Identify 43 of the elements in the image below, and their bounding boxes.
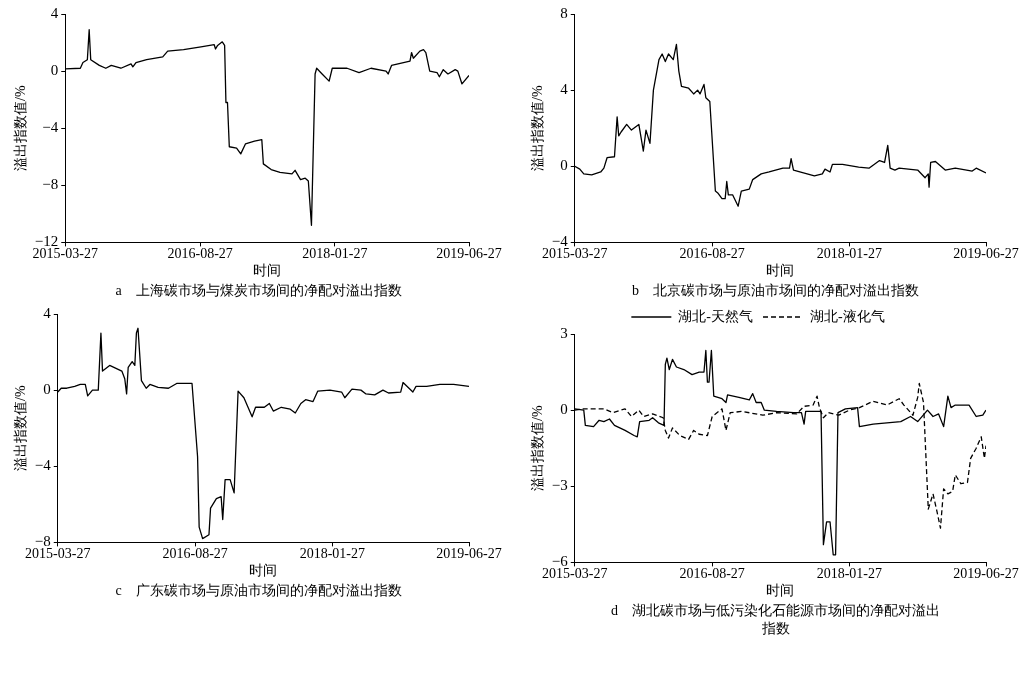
y-tick-label: −4 — [41, 119, 59, 136]
y-axis-title: 溢出指数值/% — [529, 85, 545, 171]
x-tick-label: 2019-06-27 — [435, 546, 502, 562]
x-tick-label: 2016-08-27 — [679, 566, 745, 582]
x-tick-label: 2016-08-27 — [679, 246, 745, 262]
y-tick-label: 8 — [559, 4, 568, 21]
y-tick-label: 0 — [42, 381, 51, 398]
x-axis-title: 时间 — [765, 583, 794, 599]
x-tick-label: 2019-06-27 — [952, 566, 1019, 582]
x-tick-label: 2018-01-27 — [816, 246, 882, 262]
legend-label: 湖北-液化气 — [809, 308, 885, 324]
y-tick-label: 0 — [50, 62, 58, 79]
x-tick-label: 2016-08-27 — [167, 246, 233, 262]
x-axis-title: 时间 — [765, 263, 794, 279]
y-tick-label: 4 — [559, 81, 568, 98]
y-tick-label: 3 — [559, 324, 568, 341]
y-tick-label: 0 — [559, 157, 568, 174]
x-tick-label: 2015-03-27 — [24, 546, 90, 562]
x-tick-label: 2015-03-27 — [32, 246, 98, 262]
y-tick-label: −4 — [34, 457, 51, 474]
text: c 广东碳市场与原油市场间的净配对溢出指数 — [115, 582, 402, 600]
x-axis-title: 时间 — [248, 563, 277, 579]
x-tick-label: 2015-03-27 — [541, 246, 607, 262]
y-axis-title: 溢出指数值/% — [12, 85, 28, 171]
y-axis-title: 溢出指数值/% — [529, 405, 545, 491]
y-tick-label: −8 — [41, 176, 58, 193]
x-tick-label: 2018-01-27 — [301, 246, 368, 262]
y-tick-label: −3 — [551, 477, 568, 494]
text: b 北京碳市场与原油市场间的净配对溢出指数 — [632, 282, 919, 300]
text: d 湖北碳市场与低污染化石能源市场间的净配对溢出指数 — [610, 602, 941, 638]
x-axis-title: 时间 — [252, 263, 281, 279]
text: a 上海碳市场与煤炭市场间的净配对溢出指数 — [115, 282, 402, 300]
y-axis-title: 溢出指数值/% — [12, 385, 28, 471]
y-tick-label: 4 — [42, 304, 51, 321]
x-tick-label: 2016-08-27 — [162, 546, 228, 562]
legend-label: 湖北-天然气 — [677, 308, 753, 324]
x-tick-label: 2018-01-27 — [816, 566, 882, 582]
y-tick-label: 4 — [50, 4, 59, 21]
y-tick-label: 0 — [559, 401, 568, 418]
x-tick-label: 2018-01-27 — [299, 546, 365, 562]
x-tick-label: 2015-03-27 — [541, 566, 607, 582]
x-tick-label: 2019-06-27 — [952, 246, 1019, 262]
x-tick-label: 2019-06-27 — [435, 246, 502, 262]
